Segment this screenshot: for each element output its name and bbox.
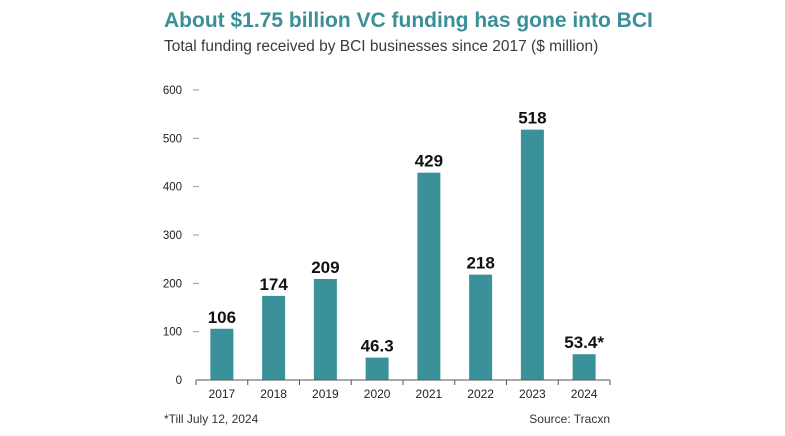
x-tick-label-2018: 2018 xyxy=(260,387,287,401)
x-tick-label-2022: 2022 xyxy=(467,387,494,401)
x-tick-label-2017: 2017 xyxy=(209,387,236,401)
bar-2018 xyxy=(262,295,286,380)
chart-subtitle: Total funding received by BCI businesses… xyxy=(164,38,599,55)
x-tick-label-2020: 2020 xyxy=(364,387,391,401)
y-tick-label: 600 xyxy=(163,85,182,97)
bar-2023 xyxy=(520,129,544,380)
x-tick-label-2019: 2019 xyxy=(312,387,339,401)
y-tick-label: 100 xyxy=(163,327,182,339)
y-tick-label: 400 xyxy=(163,182,182,194)
bar-2024 xyxy=(572,354,596,380)
bar-2022 xyxy=(469,274,493,380)
data-label-2019: 209 xyxy=(311,258,339,277)
y-axis: 0 100 200 300 400 500 600 xyxy=(163,85,199,387)
y-tick-label: 0 xyxy=(176,375,182,387)
data-label-2022: 218 xyxy=(466,254,494,273)
y-tick-label: 300 xyxy=(163,230,182,242)
y-tick-label: 200 xyxy=(163,278,182,290)
data-label-2023: 518 xyxy=(518,109,546,128)
x-tick-label-2023: 2023 xyxy=(519,387,546,401)
bar-2017 xyxy=(210,328,234,380)
bar-2020 xyxy=(365,357,389,380)
y-tick-label: 500 xyxy=(163,133,182,145)
data-label-2017: 106 xyxy=(208,308,236,327)
data-label-2021: 429 xyxy=(415,152,443,171)
x-axis: 2017 2018 2019 2020 2021 2022 2023 2024 xyxy=(195,379,611,401)
data-label-2020: 46.3 xyxy=(361,337,394,356)
data-label-2024: 53.4* xyxy=(564,333,604,352)
x-tick-label-2021: 2021 xyxy=(416,387,443,401)
data-label-2018: 174 xyxy=(259,275,288,294)
bar-2021 xyxy=(417,172,441,380)
source-note: Source: Tracxn xyxy=(529,412,610,426)
chart-title: About $1.75 billion VC funding has gone … xyxy=(164,9,653,32)
bars-group: 106 174 209 46.3 429 218 518 53.4* xyxy=(208,109,604,380)
x-tick-label-2024: 2024 xyxy=(571,387,598,401)
footnote: *Till July 12, 2024 xyxy=(164,412,259,426)
bar-2019 xyxy=(313,278,337,380)
